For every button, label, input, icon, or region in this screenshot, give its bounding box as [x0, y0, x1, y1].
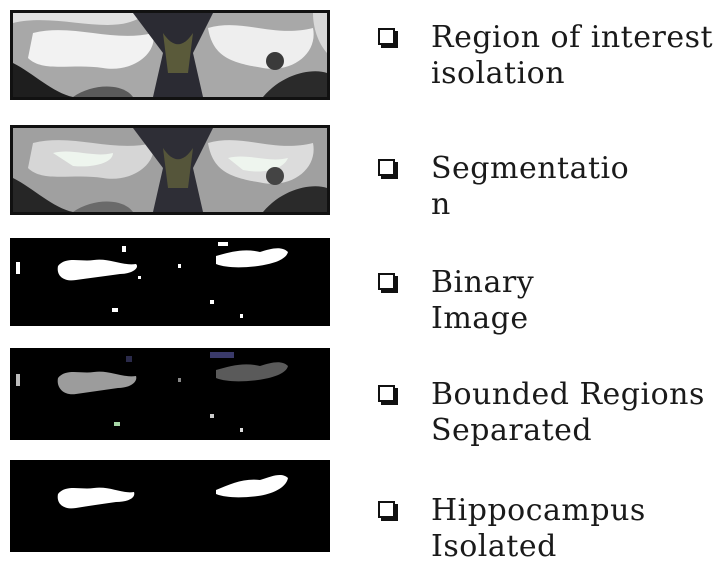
- step-hippocampus-isolated: Hippocampus Isolated: [378, 493, 646, 565]
- checkbox-icon: [378, 159, 398, 179]
- roi-isolation-image: [10, 10, 330, 100]
- step-label: Hippocampus Isolated: [431, 493, 646, 564]
- step-binary-image: Binary Image: [378, 265, 534, 337]
- checkbox-icon: [378, 273, 398, 293]
- step-label: Region of interest isolation: [431, 20, 714, 91]
- binary-image: [10, 238, 330, 326]
- step-bounded-regions: Bounded Regions Separated: [378, 377, 705, 449]
- checkbox-icon: [378, 385, 398, 405]
- bounded-regions-image: [10, 348, 330, 440]
- hippocampus-isolated-image: [10, 460, 330, 552]
- checkbox-icon: [378, 28, 398, 48]
- step-label: Binary Image: [431, 265, 535, 336]
- step-label: Segmentatio n: [431, 151, 630, 222]
- step-roi-isolation: Region of interest isolation: [378, 20, 713, 92]
- step-segmentation: Segmentatio n: [378, 151, 629, 223]
- checkbox-icon: [378, 501, 398, 521]
- segmentation-image: [10, 125, 330, 215]
- step-label: Bounded Regions Separated: [431, 377, 705, 448]
